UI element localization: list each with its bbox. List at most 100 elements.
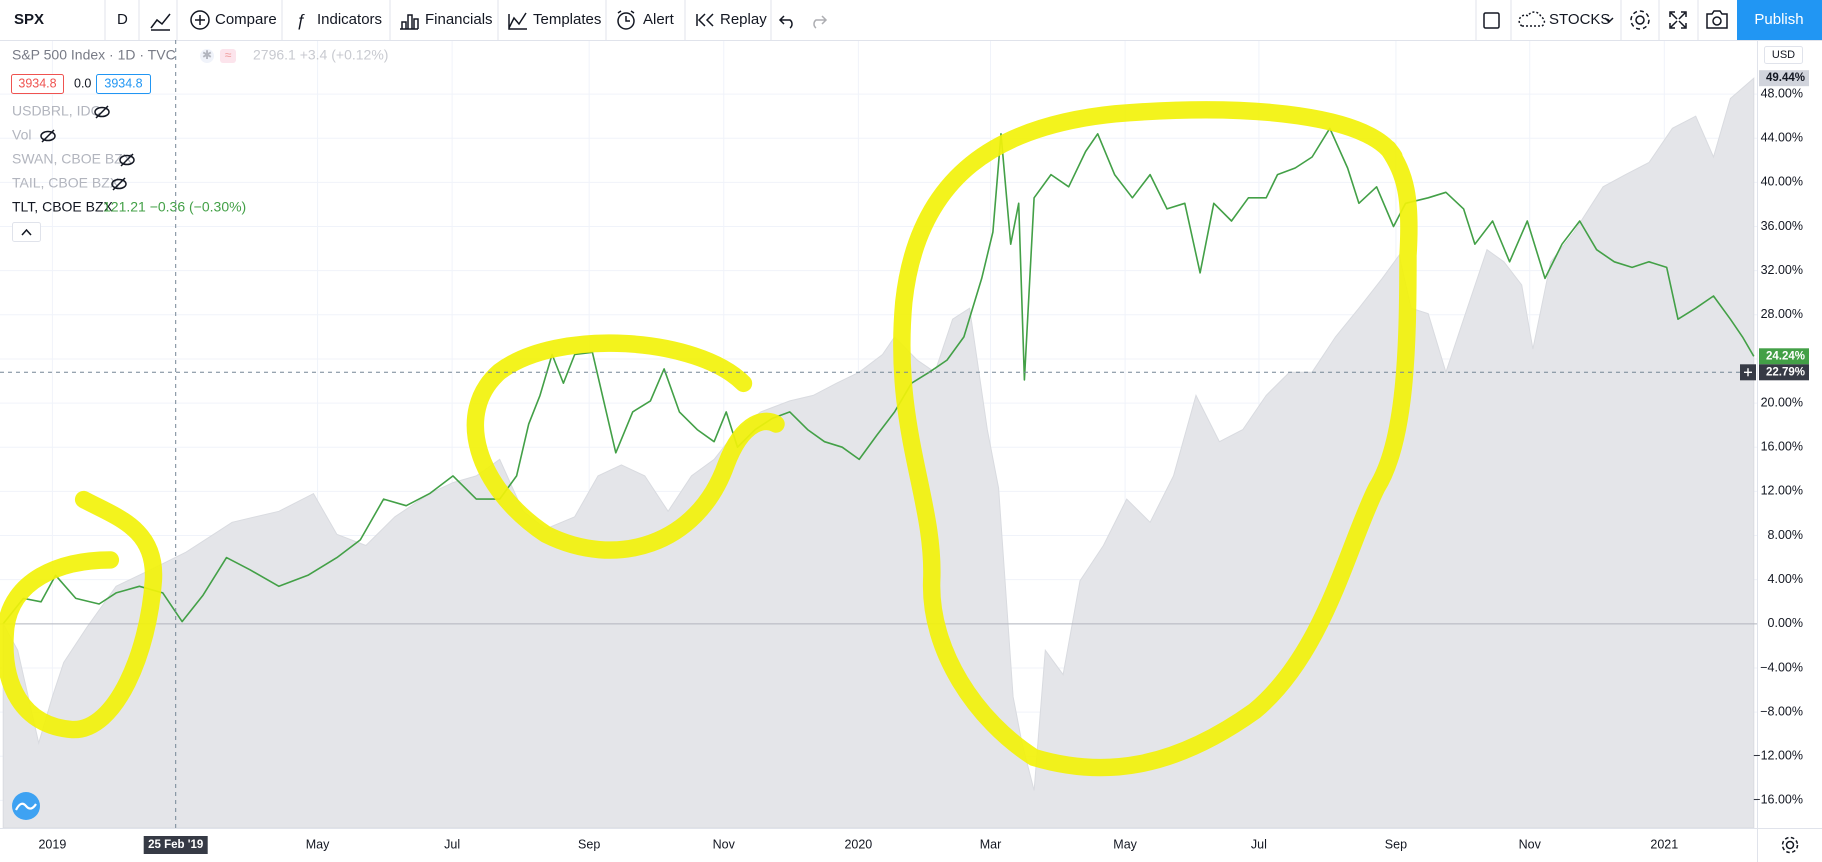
hidden-eye-icon[interactable] [41, 129, 55, 143]
templates-icon[interactable] [508, 12, 527, 30]
crosshair-price-badge-label: 22.79% [1766, 366, 1805, 378]
freehand-drawing[interactable] [0, 101, 1418, 777]
toolbar-button[interactable]: Indicators [317, 11, 382, 28]
y-tick-label: 36.00% [1761, 219, 1803, 233]
y-tick-label: 48.00% [1761, 86, 1803, 100]
legend-icons: ✱ ≈ [200, 48, 236, 63]
freehand-drawing[interactable] [893, 101, 1418, 777]
snapshot-icon[interactable] [1706, 10, 1728, 29]
x-tick-label: Mar [980, 837, 1002, 851]
x-tick-label: May [306, 837, 330, 851]
study-title[interactable]: TLT, CBOE BZX [12, 199, 114, 215]
freehand-drawing[interactable] [466, 334, 785, 559]
snapshot-icon[interactable] [1712, 16, 1722, 26]
market-menu[interactable]: STOCKS [1549, 11, 1610, 28]
settings-icon[interactable] [1630, 10, 1650, 30]
toolbar-button[interactable]: Replay [720, 11, 767, 28]
y-tick-label: 8.00% [1768, 528, 1803, 542]
axis-settings-icon[interactable] [1785, 840, 1795, 850]
replay-icon[interactable] [696, 13, 714, 27]
undo-icon[interactable] [778, 15, 793, 29]
collapse-legend-button[interactable] [12, 222, 41, 242]
axis-settings-icon[interactable] [1781, 836, 1799, 854]
sell-price[interactable]: 3934.8 [18, 76, 56, 90]
toolbar-bg [0, 0, 1822, 40]
financials-icon[interactable] [400, 14, 419, 30]
line-series [2, 127, 1755, 625]
x-tick-label: 2020 [844, 837, 872, 851]
legend-icon[interactable] [200, 49, 214, 63]
compare-icon[interactable] [195, 15, 205, 25]
y-tick-label: 0.00% [1768, 616, 1803, 630]
toolbar-button[interactable]: Financials [425, 11, 493, 28]
hidden-eye-icon[interactable] [111, 178, 127, 190]
financials-icon[interactable] [400, 14, 419, 30]
hidden-eye-icon[interactable] [112, 177, 126, 191]
hidden-eye-icon[interactable] [95, 105, 109, 119]
toolbar-button[interactable]: Alert [643, 11, 675, 28]
y-tick-label: 20.00% [1761, 395, 1803, 409]
legend-icon[interactable]: ✱ [202, 48, 212, 62]
study-title[interactable]: Vol [12, 127, 31, 143]
toolbar: SPX D Compare ƒ Indicators Financials Te… [0, 0, 1822, 41]
chart-type-icon[interactable] [150, 13, 171, 31]
legend-icon[interactable]: ≈ [225, 48, 232, 62]
study-title[interactable]: USDBRL, IDC [12, 103, 101, 119]
undo-icon[interactable] [778, 15, 793, 29]
crosshair-price-badge [1759, 364, 1809, 381]
compare-icon[interactable] [190, 10, 210, 30]
y-tick-label: 4.00% [1768, 572, 1803, 586]
indicators-icon[interactable]: ƒ [296, 10, 305, 29]
logo[interactable] [12, 792, 40, 820]
y-tick-label: 16.00% [1761, 440, 1803, 454]
x-tick-label: May [1113, 837, 1137, 851]
toolbar-button[interactable]: Templates [533, 11, 601, 28]
y-tick-label: −4.00% [1760, 660, 1803, 674]
templates-icon[interactable] [508, 12, 527, 30]
settings-icon[interactable] [1635, 15, 1645, 25]
layout-icon[interactable] [1483, 12, 1500, 29]
fullscreen-icon[interactable] [1669, 11, 1687, 29]
axis-settings-icon[interactable] [1781, 836, 1799, 854]
alert-icon[interactable] [617, 12, 635, 30]
toolbar-button[interactable]: Compare [215, 11, 277, 28]
buy-price[interactable]: 3934.8 [104, 76, 142, 90]
currency-box[interactable] [1764, 46, 1803, 64]
currency-label[interactable]: USD [1772, 49, 1795, 61]
y-tick-label: 28.00% [1761, 307, 1803, 321]
cloud-icon[interactable] [1518, 11, 1546, 27]
freehand-drawing[interactable] [0, 490, 163, 739]
y-tick-label: 32.00% [1761, 263, 1803, 277]
snapshot-icon[interactable] [1706, 10, 1728, 29]
study-title[interactable]: TAIL, CBOE BZX [12, 175, 120, 191]
interval[interactable]: D [117, 11, 128, 28]
redo-icon[interactable] [813, 15, 828, 29]
chevron[interactable] [1604, 17, 1614, 24]
legend: S&P 500 Index · 1D · TVC ✱ ≈ 2796.1 +3.4… [11, 47, 388, 242]
publish-button[interactable] [1737, 0, 1822, 40]
logo[interactable] [15, 802, 37, 811]
hidden-eye-icon[interactable] [40, 130, 56, 142]
redo-icon[interactable] [813, 15, 828, 29]
fullscreen-icon[interactable] [1669, 11, 1687, 29]
x-tick-label: Sep [1385, 837, 1407, 851]
symbol[interactable]: SPX [14, 11, 44, 28]
collapse-legend-icon[interactable] [21, 228, 32, 236]
alert-icon[interactable] [617, 10, 635, 22]
spread: 0.0 [74, 76, 91, 90]
study-title[interactable]: SWAN, CBOE BZX [12, 151, 133, 167]
hidden-eye-icon[interactable] [94, 106, 110, 118]
main-series-title[interactable]: S&P 500 Index · 1D · TVC [12, 47, 176, 63]
publish-label[interactable]: Publish [1754, 11, 1803, 28]
hidden-eye-icon[interactable] [119, 154, 135, 166]
compare-icon[interactable] [190, 10, 210, 30]
price-box [96, 74, 151, 94]
settings-icon[interactable] [1630, 10, 1650, 30]
hidden-eye-icon[interactable] [40, 105, 135, 191]
hidden-eye-icon[interactable] [120, 153, 134, 167]
replay-icon[interactable] [696, 13, 714, 27]
chart-type-icon[interactable] [150, 13, 171, 31]
legend-icon[interactable] [220, 49, 236, 63]
alert-icon[interactable] [617, 10, 635, 30]
